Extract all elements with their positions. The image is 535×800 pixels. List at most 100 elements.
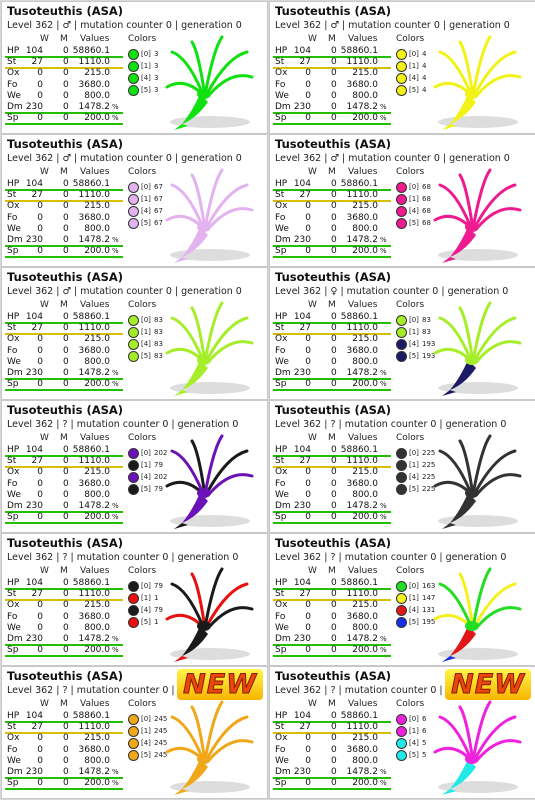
stat-value: 215.0 bbox=[84, 600, 110, 611]
creature-part bbox=[438, 582, 472, 626]
color-swatch bbox=[128, 714, 139, 725]
stat-name: Ox bbox=[275, 334, 288, 345]
stat-w: 104 bbox=[293, 312, 311, 322]
color-region: [5] bbox=[141, 219, 151, 227]
color-swatch bbox=[396, 182, 407, 193]
stat-row: HP 104 0 58860.1 bbox=[5, 711, 120, 722]
stat-value: 215.0 bbox=[84, 201, 110, 212]
stat-m: 0 bbox=[63, 57, 69, 68]
color-region: [5] bbox=[141, 618, 151, 626]
stat-name: We bbox=[7, 755, 21, 766]
creature-part bbox=[438, 183, 472, 227]
stat-unit: % bbox=[380, 635, 387, 643]
creature-part bbox=[438, 449, 472, 493]
color-swatch bbox=[128, 750, 139, 761]
stat-m: 0 bbox=[331, 445, 337, 455]
stat-m: 0 bbox=[63, 179, 69, 189]
stat-m: 0 bbox=[63, 201, 69, 212]
card-subtitle: Level 362 | ? | mutation counter 0 | gen… bbox=[275, 685, 507, 696]
color-swatch bbox=[396, 85, 407, 96]
stat-value: 1110.0 bbox=[346, 456, 379, 467]
stat-w: 0 bbox=[37, 212, 43, 223]
stat-w: 0 bbox=[305, 744, 311, 755]
stat-row: Fo 0 0 3680.0 bbox=[5, 346, 120, 357]
card-title: Tusoteuthis (ASA) bbox=[7, 4, 124, 18]
stat-row: Dm 230 0 1478.2% bbox=[5, 501, 120, 512]
color-swatch bbox=[128, 738, 139, 749]
stat-name: Dm bbox=[275, 235, 291, 245]
stat-value: 1110.0 bbox=[346, 57, 379, 68]
color-swatch bbox=[128, 617, 139, 628]
stat-w: 0 bbox=[305, 90, 311, 101]
color-swatch bbox=[396, 726, 407, 737]
color-swatch bbox=[396, 49, 407, 60]
stat-row: Ox 0 0 215.0 bbox=[5, 334, 120, 345]
stat-unit: % bbox=[380, 103, 387, 111]
color-swatch bbox=[128, 85, 139, 96]
creature-part bbox=[208, 74, 254, 96]
color-swatch bbox=[396, 581, 407, 592]
card-title: Tusoteuthis (ASA) bbox=[7, 270, 124, 284]
stat-value: 58860.1 bbox=[72, 312, 110, 322]
creature-part bbox=[465, 754, 479, 764]
creature-card: Tusoteuthis (ASA) Level 362 | ? | mutatio… bbox=[269, 400, 535, 533]
stat-value: 800.0 bbox=[84, 622, 110, 633]
header-w: W bbox=[40, 566, 49, 576]
stat-unit: % bbox=[112, 646, 119, 655]
color-region: [0] bbox=[141, 50, 151, 58]
creature-card: Tusoteuthis (ASA) Level 362 | ♂ | mutatio… bbox=[1, 1, 268, 134]
color-region: [5] bbox=[141, 352, 151, 360]
creature-card: Tusoteuthis (ASA) Level 362 | ♂ | mutatio… bbox=[269, 134, 535, 267]
stat-value: 3680.0 bbox=[346, 611, 379, 622]
stat-unit: % bbox=[380, 369, 387, 377]
card-subtitle: Level 362 | ♂ | mutation counter 0 | gen… bbox=[7, 20, 242, 31]
stat-row: HP 104 0 58860.1 bbox=[273, 578, 388, 589]
stat-unit: % bbox=[380, 768, 387, 776]
header-m: M bbox=[60, 433, 68, 443]
stat-value: 215.0 bbox=[84, 334, 110, 345]
stat-row: Fo 0 0 3680.0 bbox=[273, 346, 388, 357]
color-region: [1] bbox=[141, 62, 151, 70]
stat-value: 58860.1 bbox=[72, 46, 110, 56]
color-id: 4 bbox=[422, 50, 427, 58]
stat-value: 3680.0 bbox=[78, 611, 111, 622]
stat-value: 215.0 bbox=[352, 334, 378, 345]
stat-w: 230 bbox=[25, 634, 43, 644]
creature-card: Tusoteuthis (ASA) Level 362 | ? | mutatio… bbox=[269, 666, 535, 799]
creature-render bbox=[165, 434, 254, 529]
stat-row: St 27 0 1110.0 bbox=[273, 323, 388, 334]
creature-part bbox=[465, 355, 479, 365]
stat-row: St 27 0 1110.0 bbox=[273, 57, 388, 68]
stat-m: 0 bbox=[331, 501, 337, 511]
header-colors: Colors bbox=[396, 566, 425, 576]
stat-m: 0 bbox=[63, 578, 69, 588]
stat-w: 0 bbox=[305, 201, 311, 212]
stat-name: We bbox=[7, 622, 21, 633]
stat-row: Dm 230 0 1478.2% bbox=[5, 368, 120, 379]
creature-part bbox=[465, 488, 479, 498]
stat-underline bbox=[273, 588, 391, 590]
color-id: 79 bbox=[154, 485, 163, 493]
creature-part bbox=[182, 360, 208, 390]
creature-part bbox=[174, 523, 188, 529]
color-region: [4] bbox=[409, 606, 419, 614]
stat-w: 0 bbox=[305, 113, 311, 124]
stat-w: 0 bbox=[305, 622, 311, 633]
color-id: 6 bbox=[422, 727, 427, 735]
new-badge: NEW bbox=[445, 669, 531, 701]
stat-value: 58860.1 bbox=[340, 445, 378, 455]
stat-value: 200.0 bbox=[84, 512, 110, 523]
stat-m: 0 bbox=[331, 368, 337, 378]
creature-part bbox=[442, 124, 456, 130]
creature-card: Tusoteuthis (ASA) Level 362 | ? | mutatio… bbox=[1, 533, 268, 666]
stat-name: HP bbox=[275, 578, 288, 588]
stat-w: 0 bbox=[305, 356, 311, 367]
color-id: 67 bbox=[154, 207, 163, 215]
color-region: [5] bbox=[141, 485, 151, 493]
creature-render bbox=[165, 35, 254, 130]
color-swatch bbox=[396, 593, 407, 604]
header-colors: Colors bbox=[396, 300, 425, 310]
card-subtitle: Level 362 | ? | mutation counter 0 | gen… bbox=[7, 685, 239, 696]
stat-m: 0 bbox=[331, 733, 337, 744]
stat-m: 0 bbox=[63, 767, 69, 777]
